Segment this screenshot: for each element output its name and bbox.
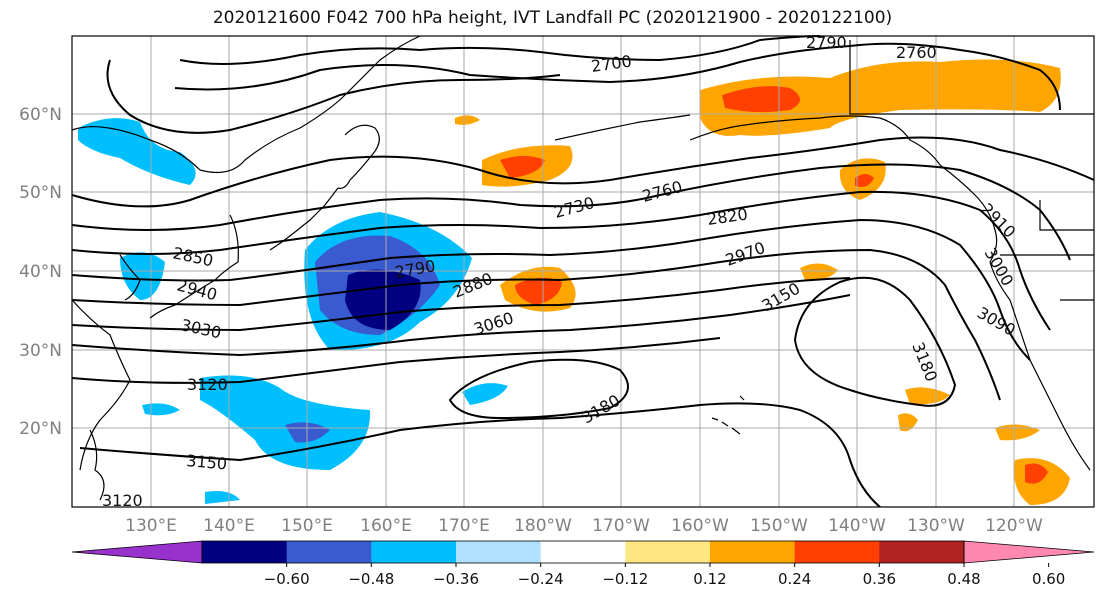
ivt-pos-dateline-core	[515, 277, 562, 305]
canada-coast	[939, 164, 1011, 301]
ivt-pos-small-cell-2	[898, 413, 918, 432]
colorbar-extend-low	[71, 540, 203, 564]
lat-labels: 60°N 50°N 40°N 30°N 20°N	[19, 105, 62, 439]
na-borders	[849, 40, 1094, 301]
ivt-pos-gulf-core	[855, 174, 874, 187]
ivt-pos-alaska-core	[722, 86, 800, 113]
alaska-coast	[689, 115, 941, 166]
lon-label: 150°E	[281, 516, 333, 536]
contour-mid-2	[71, 163, 1071, 261]
lon-label: 120°W	[985, 516, 1043, 536]
contour-high-2	[174, 42, 1061, 111]
ivt-neg-south-region	[200, 375, 371, 470]
contour-2700-low	[106, 59, 561, 134]
ivt-pos-east-cell	[800, 263, 838, 281]
ivt-neg-nw-region	[78, 118, 196, 185]
aleutians	[554, 114, 691, 141]
colorbar-segment	[625, 541, 711, 563]
lat-label: 50°N	[19, 183, 62, 203]
colorbar-tick-label: −0.60	[264, 570, 310, 588]
contour-mid-5	[71, 248, 1001, 401]
colorbar-segment	[202, 541, 288, 563]
contour-mid-1	[71, 136, 1095, 208]
lon-label: 140°E	[203, 516, 255, 536]
lat-label: 60°N	[19, 105, 62, 125]
lon-label: 160°E	[360, 516, 412, 536]
contour-label: 2760	[896, 43, 937, 62]
lon-label: 170°E	[438, 516, 490, 536]
contour-3180-low	[448, 358, 629, 420]
california-coast	[1009, 299, 1091, 471]
map-frame	[71, 35, 1095, 508]
kamchatka-coast	[337, 124, 380, 189]
kurils-chain	[269, 187, 339, 251]
lon-label: 180°W	[514, 516, 572, 536]
colorbar-segment	[540, 541, 626, 563]
colorbar-tick-label: −0.36	[433, 570, 479, 588]
contour-label: 3120	[187, 375, 228, 394]
contour-3150	[79, 402, 881, 508]
colorbar-segment	[879, 541, 965, 563]
contour-label: 3150	[186, 451, 228, 473]
hawaii-islands	[711, 395, 745, 435]
colorbar-tick-label: −0.48	[348, 570, 394, 588]
colorbar-frame	[201, 540, 965, 564]
ivt-neg-japan-region	[120, 252, 165, 300]
ivt-pos-hawaii-cell	[905, 387, 950, 405]
colorbar-tick-label: −0.24	[518, 570, 564, 588]
colorbar-segment	[710, 541, 796, 563]
contour-label: 2790	[806, 33, 847, 52]
height-contours	[71, 35, 1095, 508]
ivt-positive-regions	[455, 59, 1070, 505]
colorbar-extend-high	[963, 540, 1095, 564]
lon-label: 160°W	[671, 516, 729, 536]
colorbar-tick-label: 0.12	[693, 570, 726, 588]
contour-mid-7	[71, 294, 851, 357]
colorbar-tick-label: −0.12	[602, 570, 648, 588]
contour-mid-6	[71, 277, 851, 332]
lon-label: 140°W	[828, 516, 886, 536]
colorbar-segment	[371, 541, 457, 563]
lat-label: 30°N	[19, 341, 62, 361]
contour-label: 3120	[102, 491, 143, 510]
ivt-pos-alaska-region	[700, 59, 1061, 136]
ivt-neg-small-cell	[462, 383, 508, 405]
colorbar-segment	[456, 541, 542, 563]
contour-3180-east	[793, 276, 957, 407]
lon-labels: 130°E 140°E 150°E 160°E 170°E 180°W 170°…	[125, 516, 1043, 536]
contour-high-1	[179, 35, 821, 65]
lon-label: 150°W	[750, 516, 808, 536]
map-title: 2020121600 F042 700 hPa height, IVT Land…	[212, 8, 893, 28]
colorbar-segment	[794, 541, 880, 563]
colorbar-tick-label: 0.48	[947, 570, 980, 588]
ivt-pos-pac-nw-core	[500, 156, 545, 178]
ivt-pos-se-core	[1025, 463, 1048, 484]
contour-mid-4	[71, 218, 1031, 361]
lat-label: 40°N	[19, 262, 62, 282]
ivt-pos-small-cell	[455, 115, 480, 125]
contour-mid-3	[71, 190, 1051, 331]
colorbar-tick-label: 0.36	[863, 570, 896, 588]
contour-3120	[71, 337, 721, 384]
colorbar-segment	[286, 541, 372, 563]
lon-label: 130°W	[907, 516, 965, 536]
colorbar-tick-label: 0.24	[778, 570, 811, 588]
lon-label: 130°E	[125, 516, 177, 536]
philippines	[89, 429, 105, 501]
lat-label: 20°N	[19, 419, 62, 439]
colorbar: −0.60 −0.48 −0.36 −0.24 −0.12 0.12 0.24 0.36 0.4…	[71, 540, 1095, 588]
lon-label: 170°W	[592, 516, 650, 536]
ivt-neg-small-cell-3	[205, 491, 240, 504]
colorbar-tick-label: 0.60	[1032, 570, 1065, 588]
ivt-negative-regions	[78, 118, 508, 504]
